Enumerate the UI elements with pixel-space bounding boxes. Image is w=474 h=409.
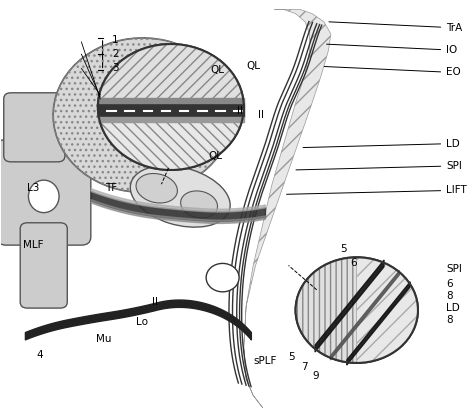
- Text: 1: 1: [112, 35, 118, 45]
- Text: SPl: SPl: [446, 265, 462, 274]
- Ellipse shape: [28, 180, 59, 213]
- Text: LD: LD: [446, 303, 460, 313]
- Polygon shape: [98, 44, 244, 107]
- Ellipse shape: [53, 38, 232, 192]
- Text: L3: L3: [27, 183, 40, 193]
- Circle shape: [206, 263, 239, 292]
- Text: LD: LD: [303, 139, 460, 148]
- Text: QL: QL: [246, 61, 260, 72]
- Text: IO: IO: [327, 44, 457, 55]
- Text: Il: Il: [152, 297, 158, 307]
- Ellipse shape: [136, 173, 177, 203]
- Text: 5: 5: [340, 244, 347, 254]
- Text: MLF: MLF: [23, 240, 44, 250]
- FancyBboxPatch shape: [20, 223, 67, 308]
- Text: QL: QL: [209, 151, 222, 161]
- Text: SPl: SPl: [296, 161, 462, 171]
- Polygon shape: [357, 257, 418, 363]
- Text: sPLF: sPLF: [253, 356, 276, 366]
- Text: 8: 8: [446, 315, 453, 325]
- Text: Il: Il: [258, 110, 264, 120]
- Circle shape: [296, 257, 418, 363]
- Text: 2: 2: [112, 49, 118, 59]
- Polygon shape: [296, 257, 357, 363]
- Text: 9: 9: [312, 371, 319, 381]
- Ellipse shape: [130, 166, 230, 227]
- Text: 6: 6: [446, 279, 453, 289]
- Text: Mu: Mu: [96, 334, 111, 344]
- Ellipse shape: [181, 191, 218, 218]
- Text: TrA: TrA: [329, 22, 463, 33]
- Circle shape: [98, 44, 244, 170]
- FancyBboxPatch shape: [4, 93, 65, 162]
- Polygon shape: [98, 107, 244, 170]
- Text: 3: 3: [112, 63, 118, 74]
- Text: 5: 5: [289, 352, 295, 362]
- Text: 7: 7: [301, 362, 307, 372]
- Polygon shape: [244, 9, 331, 408]
- Text: 6: 6: [351, 258, 357, 268]
- Text: QL: QL: [211, 65, 225, 75]
- Text: TF: TF: [105, 183, 117, 193]
- Text: 4: 4: [36, 350, 43, 360]
- Text: 8: 8: [446, 291, 453, 301]
- Text: EO: EO: [324, 67, 461, 77]
- Text: Lo: Lo: [136, 317, 147, 327]
- FancyBboxPatch shape: [0, 139, 91, 245]
- Text: Il: Il: [237, 106, 243, 116]
- Text: LIFT: LIFT: [287, 185, 467, 195]
